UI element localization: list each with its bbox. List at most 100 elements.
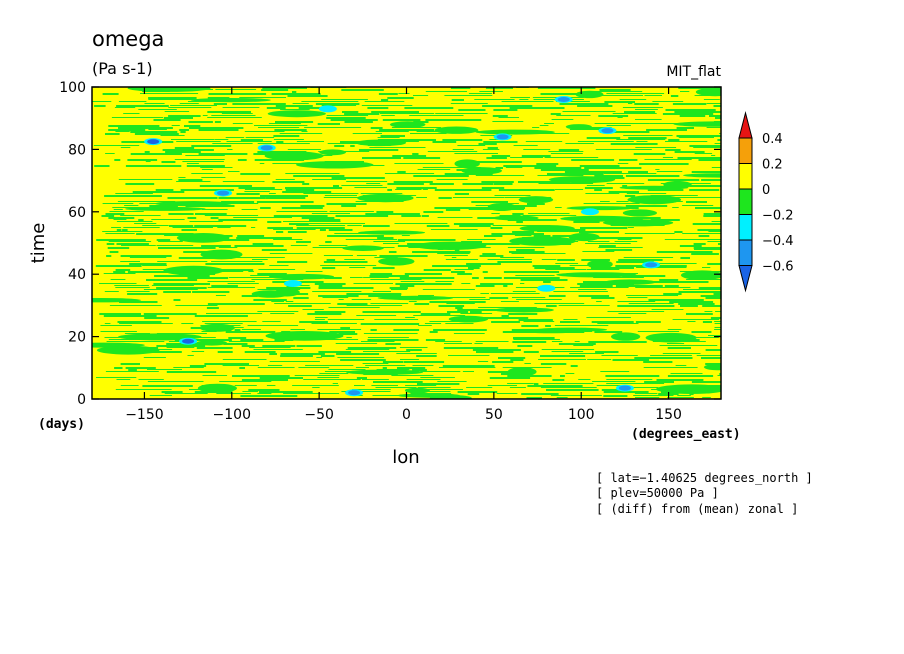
contour-blob [461,167,503,175]
contour-streak [454,193,469,195]
contour-streak [520,283,525,284]
contour-blob [587,259,613,269]
contour-streak [540,355,586,357]
contour-streak [639,163,689,165]
x-tick-label: 0 [402,407,411,423]
contour-streak [563,319,578,320]
contour-streak [269,193,276,194]
contour-streak [554,325,609,326]
contour-streak [509,387,526,388]
contour-streak [664,285,679,287]
contour-streak [326,115,369,116]
contour-streak [540,169,589,171]
contour-streak [215,295,226,296]
contour-streak [579,231,619,233]
contour-blob [377,295,454,301]
contour-streak [269,265,289,266]
contour-streak [232,103,286,105]
contour-streak [650,355,692,356]
contour-streak [377,237,394,239]
contour-streak [668,139,680,141]
contour-streak [540,387,597,388]
contour-blob [619,185,689,190]
contour-streak [719,373,721,375]
contour-streak [364,101,405,102]
contour-streak [189,365,207,367]
contour-streak [261,89,289,91]
contour-streak [164,111,190,112]
contour-streak [475,175,525,176]
y-tick-label: 40 [68,267,86,283]
contour-streak [103,273,136,274]
contour-streak [635,109,658,110]
plot-area [91,86,722,400]
contour-streak [280,353,325,355]
contour-streak [341,391,391,392]
contour-streak [714,143,721,144]
contour-streak [207,281,255,282]
contour-streak [178,179,203,181]
contour-streak [323,261,368,263]
contour-streak [484,235,503,237]
contour-streak [269,361,320,362]
contour-streak [404,107,454,109]
contour-streak [240,395,298,397]
contour-streak [521,325,539,327]
contour-streak [693,243,706,245]
colorbar-bottom-arrow [738,265,753,293]
contour-streak [275,179,295,180]
contour-streak [105,213,125,215]
contour-streak [662,157,673,158]
contour-streak [363,333,418,334]
contour-streak [507,383,534,384]
contour-streak [201,245,231,247]
contour-streak [644,95,662,96]
contour-streak [685,337,719,338]
contour-blob [507,367,537,377]
contour-streak [691,253,719,255]
contour-streak [511,253,566,254]
contour-streak [320,355,335,357]
contour-streak [105,371,159,372]
negative-patch [182,338,195,344]
contour-streak [703,215,721,217]
contour-streak [472,277,479,279]
contour-streak [702,321,712,323]
contour-blob [549,176,616,184]
contour-streak [498,189,555,191]
contour-streak [226,141,272,142]
contour-streak [691,171,721,173]
contour-streak [181,323,194,324]
contour-streak [222,359,267,360]
contour-streak [648,299,704,301]
contour-streak [495,167,503,169]
contour-streak [191,351,205,352]
contour-streak [541,259,557,260]
colorbar-label: −0.2 [762,209,794,224]
contour-streak [329,211,374,212]
contour-streak [400,359,419,360]
contour-streak [151,219,185,220]
contour-streak [664,239,721,240]
contour-streak [116,379,131,380]
contour-streak [493,183,513,185]
contour-streak [178,257,222,259]
contour-streak [269,353,277,355]
contour-streak [430,229,478,230]
contour-streak [392,155,427,157]
contour-streak [606,183,645,184]
contour-streak [222,365,259,366]
contour-blob [627,195,682,205]
contour-streak [176,181,211,182]
contour-streak [588,341,647,343]
contour-streak [207,97,230,99]
contour-streak [360,323,420,325]
contour-streak [532,265,561,267]
contour-streak [546,305,557,307]
contour-streak [276,231,284,233]
contour-streak [683,289,721,290]
contour-streak [144,317,170,319]
contour-blob [357,193,414,203]
contour-streak [368,295,402,297]
contour-streak [689,145,721,147]
